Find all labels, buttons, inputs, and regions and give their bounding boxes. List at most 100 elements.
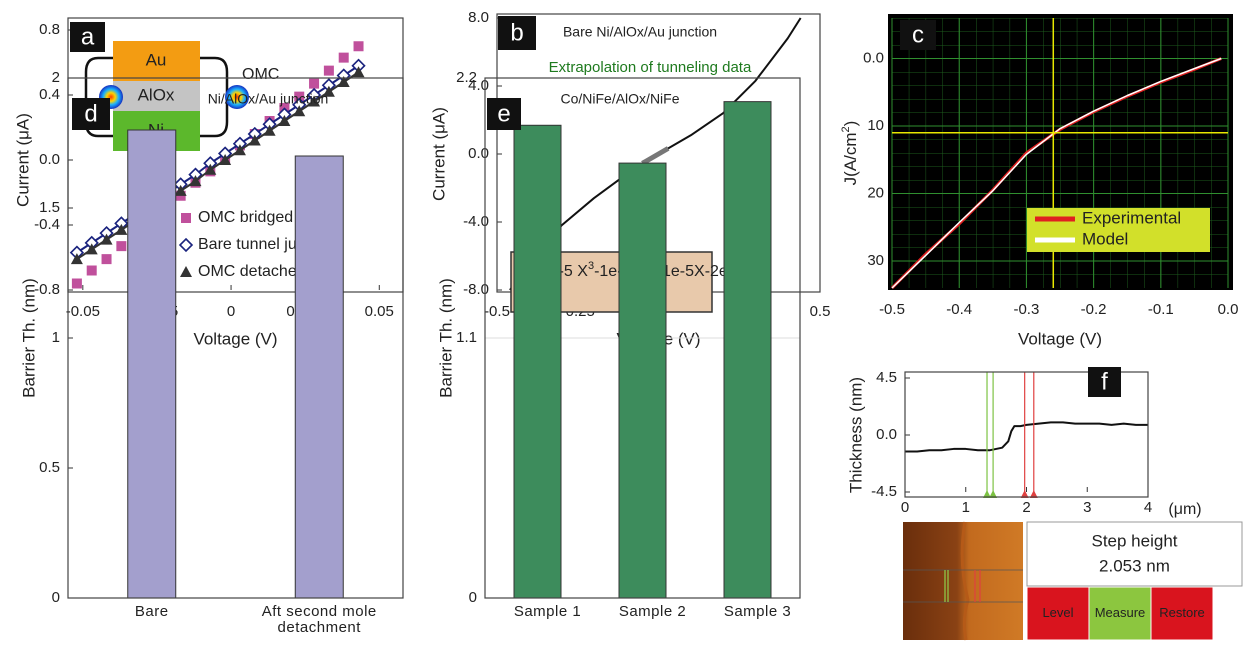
- x-tick-label: -0.1: [1148, 301, 1174, 318]
- button-label[interactable]: Level: [1042, 605, 1073, 620]
- x-tick-label-box: Sample 3: [724, 604, 791, 620]
- y-tick-label: 1.5: [39, 199, 60, 216]
- y-tick-label: 30: [867, 252, 884, 269]
- marker: [352, 66, 365, 78]
- x-tick-label: Sample 1: [513, 604, 582, 620]
- afm-scanline: [903, 569, 1023, 603]
- y-axis-label: Current (μA): [13, 113, 32, 207]
- y-tick-label: 4.0: [468, 77, 489, 94]
- bar: [618, 162, 667, 599]
- y-tick-label: 10: [867, 117, 884, 134]
- x-tick-label: 1: [962, 499, 970, 516]
- legend-label: Model: [1082, 229, 1128, 248]
- bar: [127, 129, 177, 599]
- y-tick-label: 8.0: [468, 9, 489, 26]
- y-tick-label: 4.5: [876, 369, 897, 386]
- x-tick-label-box: Bare: [134, 604, 169, 620]
- marker: [338, 52, 349, 63]
- step-height-label: Step height: [1091, 531, 1177, 550]
- marker: [293, 105, 306, 117]
- x-tick-label-box: Aft second mole detachment: [262, 604, 377, 636]
- x-tick-label: Sample 2: [618, 604, 687, 620]
- equation-part: 3: [588, 260, 594, 272]
- button[interactable]: [1026, 586, 1090, 641]
- button-label[interactable]: Restore: [1159, 605, 1205, 620]
- afm-cursor: [944, 570, 949, 602]
- y-tick-label: -8.0: [463, 281, 489, 298]
- chart-title: Ni/AlOx/Au junction: [208, 91, 329, 107]
- marker: [70, 253, 83, 265]
- panel-label: f: [1101, 368, 1108, 395]
- marker: [189, 175, 202, 187]
- panel-label: d: [84, 100, 97, 127]
- y-tick-label: -4.0: [463, 213, 489, 230]
- panel-label: b: [510, 19, 523, 46]
- x-tick-label: Bare: [134, 604, 169, 620]
- molecule: [225, 85, 249, 109]
- marker: [308, 95, 321, 107]
- marker: [278, 115, 291, 126]
- x-tick-label: 0.5: [810, 303, 831, 320]
- marker: [323, 65, 334, 76]
- y-axis-label: J(A/cm2): [840, 121, 861, 186]
- y-axis-label-part: ): [841, 121, 860, 127]
- y-tick-label: 0: [52, 589, 60, 606]
- layer-alox: [113, 81, 200, 111]
- y-tick-label: 2: [52, 69, 60, 86]
- panel-label: e: [497, 100, 510, 127]
- y-tick-label: 0.0: [468, 145, 489, 162]
- inset-label: Au: [146, 50, 167, 69]
- bracket: [84, 56, 113, 138]
- x-tick-label: -0.5: [484, 303, 510, 320]
- marker: [322, 85, 335, 97]
- cursor-marker: [1029, 490, 1038, 498]
- y-tick-label: 0.0: [39, 151, 60, 168]
- marker: [204, 163, 217, 175]
- x-tick-label: 0: [901, 499, 909, 516]
- panel-label: c: [912, 21, 924, 48]
- marker: [71, 278, 82, 289]
- panel-label: a: [81, 23, 95, 50]
- y-axis-label: Barrier Th. (nm): [19, 278, 38, 398]
- bar: [513, 124, 562, 599]
- button[interactable]: [1150, 586, 1214, 641]
- cursor-marker: [983, 490, 992, 498]
- marker: [178, 237, 194, 253]
- y-tick-label: 1.1: [456, 329, 477, 346]
- series-line: [905, 421, 1148, 453]
- marker: [337, 76, 350, 87]
- panel-label-box: [900, 20, 936, 50]
- afm-image: [903, 521, 1023, 641]
- chart-title: Co/NiFe/AlOx/NiFe: [560, 91, 679, 107]
- marker: [86, 265, 97, 276]
- y-tick-label: 0.0: [863, 49, 884, 66]
- x-tick-label: 0: [227, 303, 235, 320]
- inset-label: OMC: [242, 66, 279, 83]
- bar: [294, 155, 344, 599]
- panel-label-box: [498, 16, 536, 50]
- layer-au: [113, 41, 200, 81]
- legend-label: OMC detached: [198, 263, 306, 280]
- y-tick-label: -0.4: [34, 216, 60, 233]
- y-axis-label-part: J(A/cm: [841, 132, 860, 185]
- marker: [263, 124, 276, 136]
- panel-label-box: [487, 98, 521, 130]
- x-tick-label: 0.05: [365, 303, 394, 320]
- y-tick-label: -4.5: [871, 483, 897, 500]
- panel-label-box: [1088, 367, 1121, 397]
- cursor-marker: [989, 490, 998, 498]
- marker: [353, 41, 364, 52]
- legend-box: [1027, 208, 1210, 252]
- marker: [309, 78, 320, 89]
- y-axis-label: Thickness (nm): [846, 377, 865, 493]
- y-tick-label: 0.0: [876, 426, 897, 443]
- marker: [248, 134, 261, 146]
- series-line: [891, 57, 1222, 289]
- y-tick-label: 0: [469, 589, 477, 606]
- y-tick-label: 0.8: [39, 21, 60, 38]
- y-tick-label: -0.8: [34, 281, 60, 298]
- marker: [101, 254, 112, 265]
- button-label[interactable]: Measure: [1095, 605, 1146, 620]
